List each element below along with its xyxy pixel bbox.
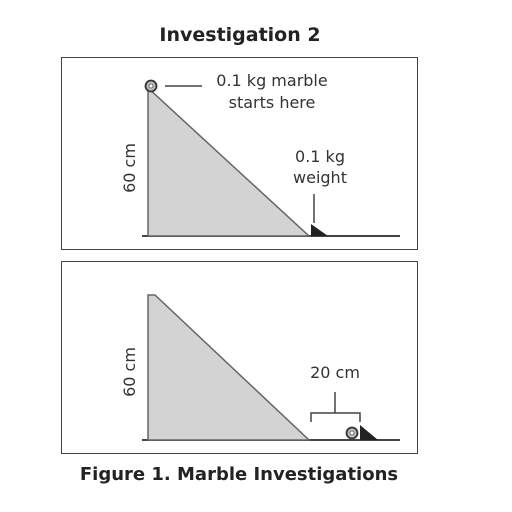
height-label: 60 cm xyxy=(120,143,139,193)
investigation-panel-top: 0.1 kg marble starts here 0.1 kg weight … xyxy=(61,57,418,250)
ramp xyxy=(147,294,311,441)
weight-label-line1: 0.1 kg xyxy=(295,147,345,166)
investigation-panel-bottom: 20 cm 60 cm xyxy=(61,261,418,454)
marble-label-line2: starts here xyxy=(229,93,316,112)
marble-highlight xyxy=(148,83,154,89)
distance-bracket xyxy=(310,412,361,422)
weight-block xyxy=(311,224,328,236)
ramp-diagram-bottom: 20 cm 60 cm xyxy=(120,294,400,441)
height-label: 60 cm xyxy=(120,347,139,397)
marble-highlight xyxy=(349,430,355,436)
distance-label: 20 cm xyxy=(310,363,360,382)
diagram-title: Investigation 2 xyxy=(159,24,321,46)
figure-caption: Figure 1. Marble Investigations xyxy=(79,464,399,485)
weight-block xyxy=(360,425,378,440)
marble-label-line1: 0.1 kg marble xyxy=(216,71,327,90)
ramp-diagram-top: 0.1 kg marble starts here 0.1 kg weight … xyxy=(120,71,400,237)
ramp xyxy=(147,86,311,237)
weight-label-line2: weight xyxy=(293,168,347,187)
